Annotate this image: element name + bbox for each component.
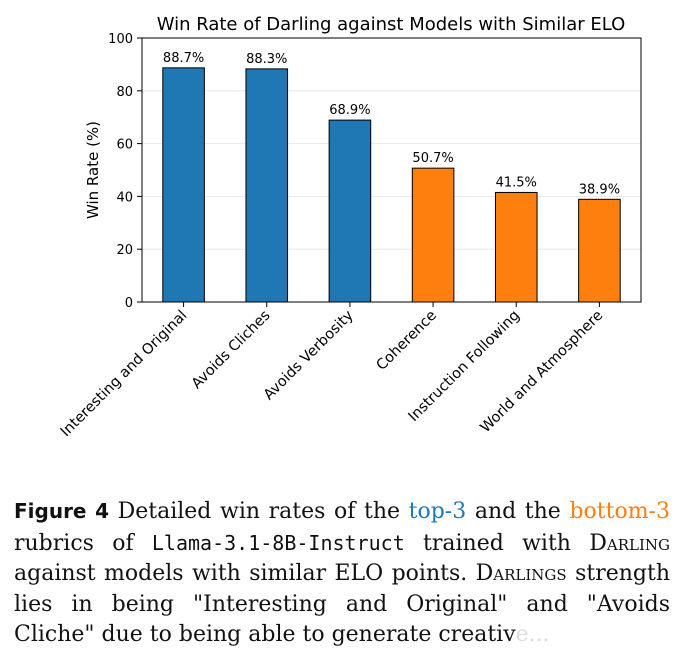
caption-darling-2: Darlings [475,561,567,586]
caption-text-2: and the [466,499,570,524]
plot-frame [141,37,642,303]
caption-text-3: rubrics of [14,530,152,556]
y-tick-label: 100 [108,32,133,47]
bar-value-label: 88.3% [246,52,287,67]
y-tick-label: 20 [116,243,133,258]
figure-label: Figure 4 [14,499,109,523]
caption-text-6: strength lies in being "Interesting and … [14,561,671,647]
caption-model-name: Llama-3.1-8B-Instruct [151,530,405,555]
bar-value-label: 41.5% [496,175,537,190]
bar-value-label: 50.7% [412,151,453,166]
figure-caption: Figure 4 Detailed win rates of the top-3… [14,496,670,651]
y-tick-label: 80 [116,85,133,100]
gridlines [142,37,641,303]
bar [494,191,538,303]
x-tick-label: Interesting and Original [58,308,191,441]
y-tick-label: 40 [116,190,133,205]
bar-chart: Win Rate of Darling against Models with … [58,14,642,440]
bar-value-label: 38.9% [579,182,620,197]
y-axis-ticks: 0 20 40 60 80 100 [108,32,142,311]
x-tick-label: Coherence [374,307,440,373]
bar [411,167,455,303]
bar [162,67,205,303]
x-tick-label: Avoids Cliches [189,308,274,393]
caption-darling-1: Darling [589,530,670,556]
caption-text-1: Detailed win rates of the [109,499,409,524]
chart-title: Win Rate of Darling against Models with … [157,14,626,35]
y-tick-label: 0 [125,296,133,311]
caption-text-faded: e... [515,622,550,647]
caption-bottom3: bottom-3 [569,499,670,524]
bars [162,67,621,303]
x-tick-label: Avoids Verbosity [261,307,357,403]
caption-text-5: against models with similar ELO points. [14,561,476,586]
bar-value-label: 68.9% [329,103,370,118]
bar [328,119,372,303]
caption-text-4: trained with [404,530,590,556]
bar-value-label: 88.7% [163,51,204,66]
bar [578,198,621,303]
y-axis-label: Win Rate (%) [84,121,102,219]
y-tick-label: 60 [116,138,133,153]
bar-value-labels: 88.7% 88.3% 68.9% 50.7% 41.5% 38.9% [163,51,620,197]
caption-top3: top-3 [408,499,467,524]
bar [245,68,289,303]
